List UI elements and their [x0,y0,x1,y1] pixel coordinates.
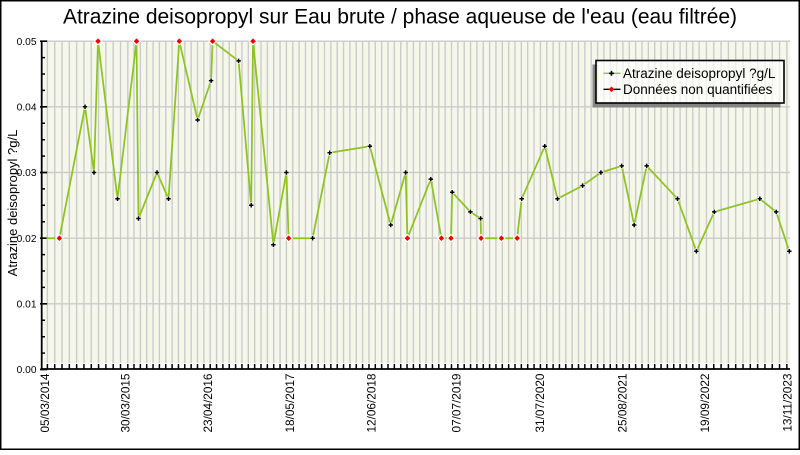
svg-text:0.02: 0.02 [17,234,37,245]
svg-text:30/03/2015: 30/03/2015 [119,373,133,432]
svg-text:0.00: 0.00 [17,365,37,376]
svg-text:Atrazine deisopropyl ?g/L: Atrazine deisopropyl ?g/L [623,66,776,81]
svg-text:19/09/2022: 19/09/2022 [698,374,712,433]
svg-text:25/08/2021: 25/08/2021 [616,374,630,433]
svg-text:Données non quantifiées: Données non quantifiées [623,82,773,97]
svg-text:07/07/2019: 07/07/2019 [450,374,464,433]
svg-text:0.04: 0.04 [17,102,37,113]
svg-text:05/03/2014: 05/03/2014 [38,373,52,432]
svg-text:31/07/2020: 31/07/2020 [533,373,547,432]
svg-text:12/06/2018: 12/06/2018 [365,373,379,432]
svg-text:Atrazine deisopropyl sur Eau b: Atrazine deisopropyl sur Eau brute / pha… [63,6,737,29]
svg-text:Atrazine deisopropyl ?g/L: Atrazine deisopropyl ?g/L [5,130,20,277]
svg-text:0.01: 0.01 [17,299,37,310]
svg-text:23/04/2016: 23/04/2016 [201,373,215,432]
svg-text:0.03: 0.03 [17,168,37,179]
svg-text:13/11/2023: 13/11/2023 [781,373,795,432]
svg-text:0.05: 0.05 [17,37,37,48]
svg-text:18/05/2017: 18/05/2017 [283,374,297,433]
